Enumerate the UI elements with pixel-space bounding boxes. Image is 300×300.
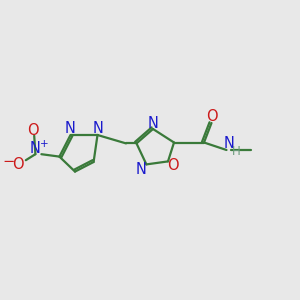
Text: N: N (64, 121, 75, 136)
Text: −: − (3, 154, 15, 169)
Text: N: N (136, 162, 146, 177)
Text: O: O (168, 158, 179, 173)
Text: N: N (224, 136, 234, 152)
Text: O: O (27, 123, 38, 138)
Text: O: O (207, 110, 218, 124)
Text: +: + (40, 139, 48, 149)
Text: O: O (12, 157, 23, 172)
Text: N: N (30, 141, 41, 156)
Text: H: H (232, 145, 241, 158)
Text: N: N (148, 116, 158, 130)
Text: N: N (93, 121, 104, 136)
